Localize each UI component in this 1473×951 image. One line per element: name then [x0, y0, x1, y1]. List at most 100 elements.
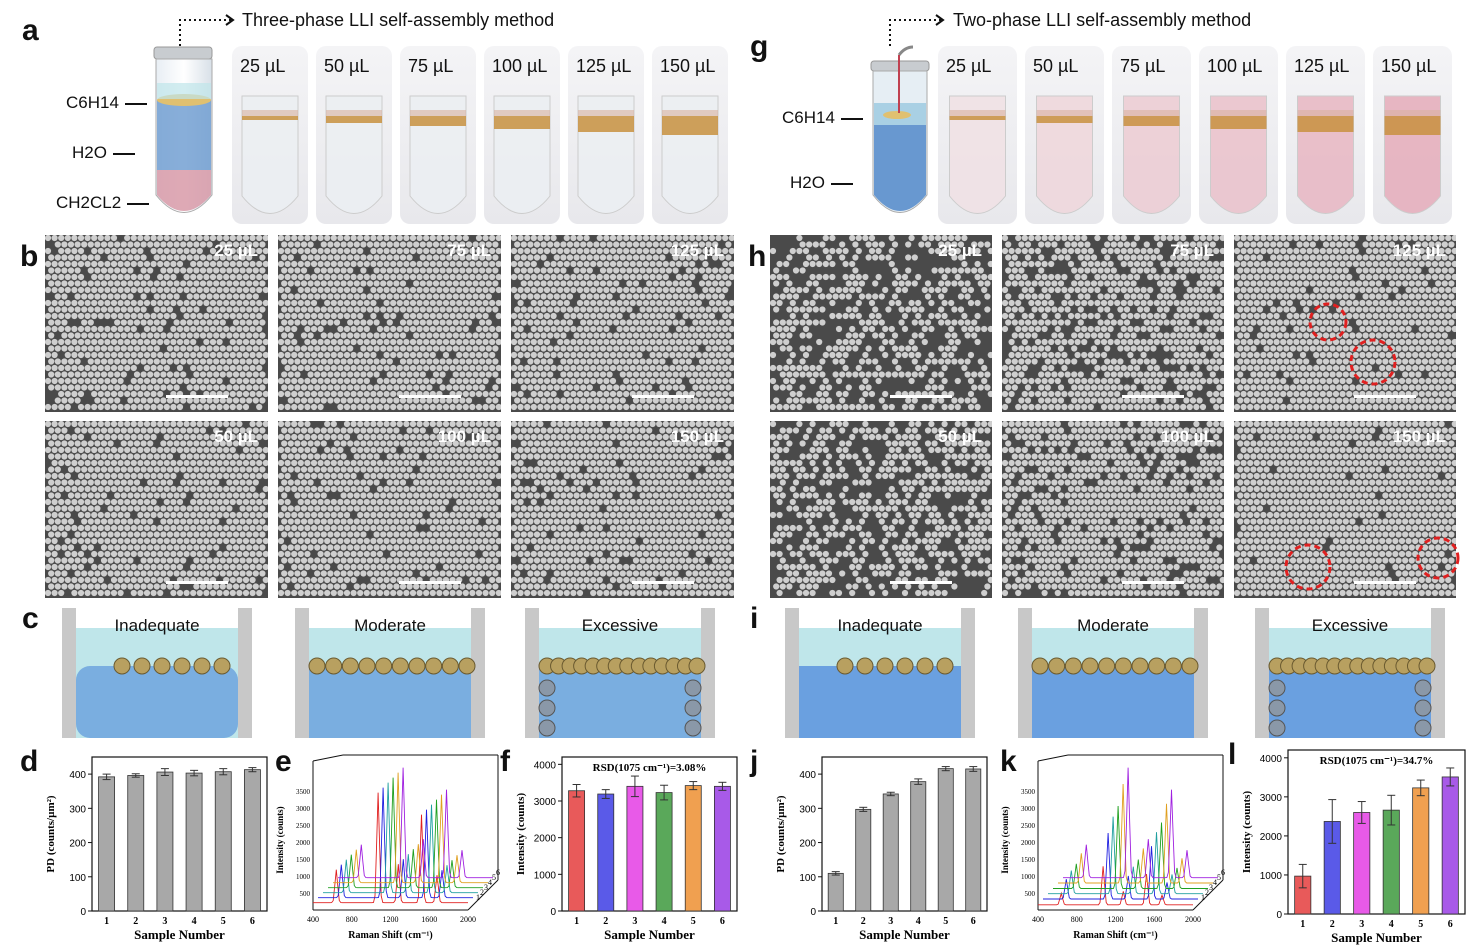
x-axis-label: Sample Number [604, 927, 695, 942]
sem-volume-label: 100 µL [437, 427, 491, 446]
y-tick-label: 1000 [296, 873, 311, 881]
sem-volume-label: 150 µL [670, 427, 724, 446]
interface-diagram: Excessive [1255, 608, 1445, 738]
y-tick-label: 0 [810, 907, 816, 918]
sem-volume-label: 75 µL [447, 241, 491, 260]
y-tick-label: 0 [550, 907, 556, 918]
x-tick-label: 1 [574, 916, 579, 927]
bar [965, 768, 982, 912]
volume-label: 25 µL [240, 56, 286, 76]
volume-label: 150 µL [660, 56, 716, 76]
chart-f: 0 1000 2000 3000 4000 1 2 3 4 5 6 Sample Number Inte… [515, 756, 738, 942]
bar [684, 785, 702, 912]
y-tick-label: 2500 [1021, 822, 1036, 830]
volume-label: 100 µL [492, 56, 548, 76]
x-tick-label: 6 [1448, 919, 1453, 930]
scale-bar [1354, 395, 1416, 398]
sem-volume-label: 75 µL [1170, 241, 1214, 260]
x-tick-label: 2 [1330, 919, 1335, 930]
scale-bar [166, 581, 228, 584]
diagram-label: Excessive [581, 616, 659, 635]
label-hexane-right: C6H14 [782, 108, 863, 128]
y-axis-label: Intensity (counts) [515, 793, 527, 876]
bar [713, 785, 731, 912]
bar [243, 769, 261, 912]
y-tick-label: 0 [80, 907, 86, 918]
tube-photo-graphic [949, 95, 1006, 214]
spectrum-line [313, 792, 468, 904]
bar [1353, 812, 1371, 915]
scale-bar [1354, 581, 1416, 584]
chart-d: 0 100 200 300 400 1 2 3 4 5 6 Sample Number PD (coun… [45, 756, 268, 942]
volume-label: 100 µL [1207, 56, 1263, 76]
diagram-label: Moderate [1077, 616, 1149, 635]
panel-label-l: l [1228, 738, 1237, 771]
water-text: H2O [790, 173, 825, 192]
tube-photo-graphic [1384, 95, 1441, 214]
x-tick-label: 3 [632, 916, 637, 927]
sem-volume-label: 25 µL [938, 241, 982, 260]
tube-photo-graphic [241, 95, 299, 214]
y-tick-label: 3500 [1021, 788, 1036, 796]
y-tick-label: 500 [1025, 890, 1036, 898]
tube-photo [568, 46, 644, 224]
interface-diagram: Moderate [1018, 608, 1208, 738]
y-tick-label: 1500 [1021, 856, 1036, 864]
x-tick-label: 1600 [1146, 915, 1162, 924]
y-axis-label: PD (counts/µm²) [775, 795, 787, 872]
x-tick-label: 400 [1032, 915, 1044, 924]
rsd-annotation: RSD(1075 cm⁻¹)=34.7% [1320, 755, 1434, 767]
y-axis-label: Intensity (counts) [1241, 791, 1253, 874]
x-tick-label: 4 [662, 916, 667, 927]
x-axis-label: Sample Number [859, 927, 950, 942]
water-text: H2O [72, 143, 107, 162]
x-tick-label: 800 [1071, 915, 1083, 924]
tube-photo-graphic [577, 95, 635, 214]
diagram-label: Excessive [1311, 616, 1389, 635]
sem-texture [1002, 235, 1224, 412]
scale-bar [632, 395, 694, 398]
x-tick-label: 1 [833, 916, 838, 927]
y-tick-label: 100 [799, 873, 816, 884]
interface-graphic [1018, 608, 1208, 738]
tube-photo [316, 46, 392, 224]
y-tick-label: 2000 [1260, 832, 1283, 843]
tube-photo [1286, 46, 1365, 224]
y-tick-label: 1000 [1021, 873, 1036, 881]
bar [98, 776, 116, 912]
sem-image: 25 µL [770, 235, 992, 412]
x-tick-label: 1200 [1108, 915, 1124, 924]
bar [1382, 809, 1400, 915]
panel-label-h: h [748, 240, 767, 273]
depth-label: 6 [496, 868, 500, 877]
y-axis-label: Intensity (counts) [1000, 806, 1010, 873]
x-tick-label: 6 [250, 916, 255, 927]
panel-label-a: a [22, 14, 39, 47]
spectrum-line [318, 787, 473, 899]
y-tick-label: 300 [799, 804, 816, 815]
depth-label: 4 [1213, 878, 1217, 887]
y-tick-label: 1500 [296, 856, 311, 864]
bar [827, 872, 844, 912]
volume-label: 125 µL [576, 56, 632, 76]
interface-diagram: Inadequate [785, 608, 975, 738]
method-title-right: Two-phase LLI self-assembly method [953, 10, 1252, 30]
y-tick-label: 3000 [296, 805, 311, 813]
volume-label: 50 µL [324, 56, 370, 76]
y-axis-label: PD (counts/µm²) [45, 795, 57, 872]
panel-label-g: g [750, 30, 769, 63]
spectrum-line [1063, 767, 1218, 879]
panel-label-c: c [22, 602, 39, 635]
defect-markers [1284, 302, 1460, 591]
bar [127, 775, 145, 912]
depth-label: 1 [1201, 893, 1205, 902]
y-tick-label: 3500 [296, 788, 311, 796]
x-tick-label: 3 [888, 916, 893, 927]
scale-bar [399, 581, 461, 584]
depth-label: 1 [476, 893, 480, 902]
spectrum-line [328, 777, 483, 889]
dotted-arrow-g [889, 14, 945, 46]
dotted-arrow-a [179, 14, 235, 46]
x-tick-label: 3 [162, 916, 167, 927]
